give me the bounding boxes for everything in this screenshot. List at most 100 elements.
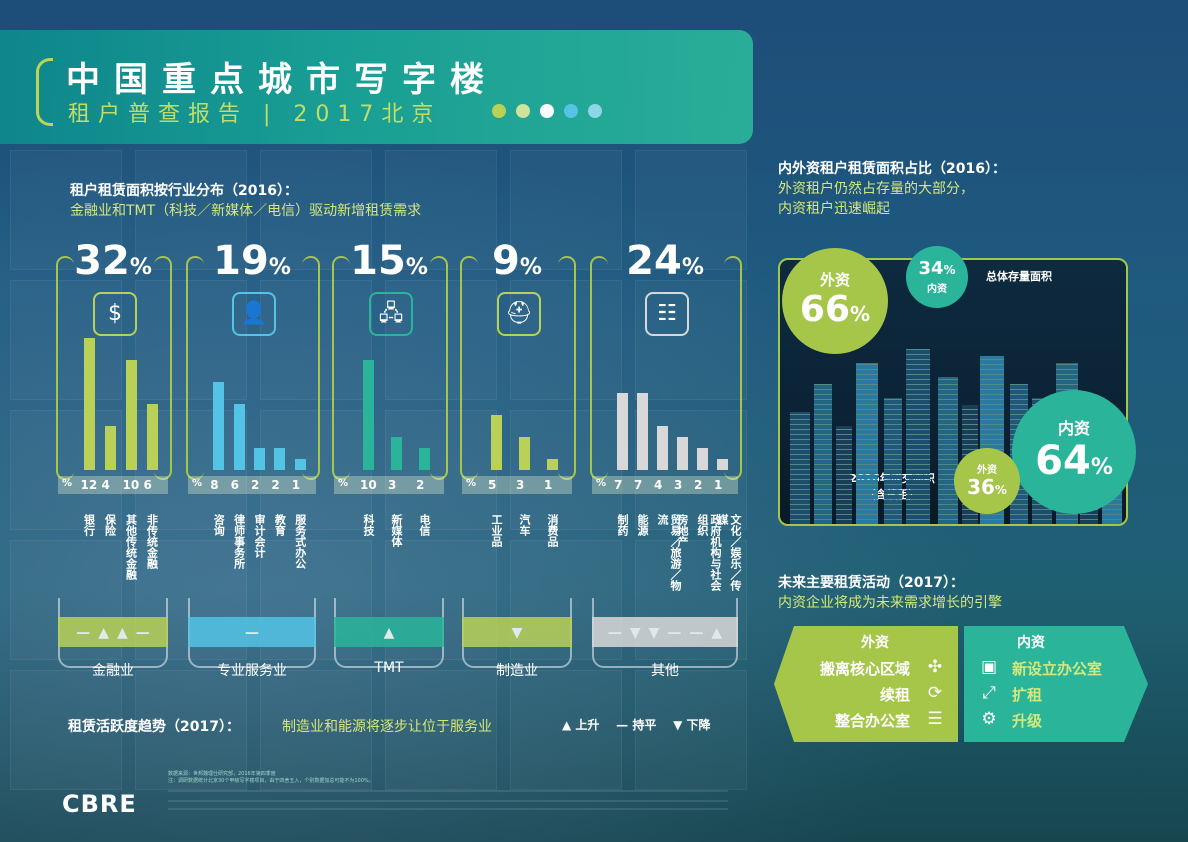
panel-percent: 15% bbox=[342, 238, 436, 284]
panel-bracket-left bbox=[186, 256, 204, 480]
foreign-title: 外资 bbox=[861, 635, 889, 651]
window-pane bbox=[385, 280, 497, 400]
bar bbox=[125, 360, 137, 470]
bar-category-label: 审计会计 bbox=[253, 514, 266, 558]
header-banner bbox=[0, 30, 753, 144]
bar bbox=[233, 404, 245, 470]
strip-unit: % bbox=[596, 478, 607, 489]
footer-line bbox=[168, 790, 728, 792]
expand-icon: ⤢ bbox=[982, 683, 996, 703]
bar-category-label: 律师事务所 bbox=[232, 514, 246, 569]
header-bracket bbox=[36, 58, 53, 126]
bar bbox=[146, 404, 158, 470]
window-pane bbox=[635, 410, 747, 530]
foreign-deal-circle: 外资 36% bbox=[954, 448, 1020, 514]
bar-value-label: 6 bbox=[143, 478, 152, 492]
window-pane bbox=[260, 410, 372, 530]
window-pane bbox=[135, 150, 247, 270]
domestic-hex bbox=[964, 626, 1148, 742]
building bbox=[856, 363, 878, 524]
down-icon: ▼ bbox=[511, 625, 523, 641]
panel-bracket-left bbox=[590, 256, 608, 480]
foreign-deal-label: 外资 bbox=[977, 465, 997, 476]
foreign-item: 搬离核心区域 bbox=[819, 660, 910, 678]
window-pane bbox=[635, 150, 747, 270]
domestic-title: 内资 bbox=[1017, 635, 1045, 651]
window-pane bbox=[635, 280, 747, 400]
window-pane bbox=[260, 150, 372, 270]
df-line2: 内资租户迅速崛起 bbox=[778, 201, 890, 217]
foreign-stock-label: 外资 bbox=[819, 270, 850, 289]
panel-category: TMT bbox=[374, 660, 404, 676]
bar bbox=[391, 437, 402, 470]
network-icon: 🖧 bbox=[369, 292, 413, 336]
down-icon: ▼ bbox=[673, 718, 683, 732]
building bbox=[938, 377, 958, 524]
strip-unit: % bbox=[466, 478, 477, 489]
up-icon: ▲ bbox=[98, 625, 109, 641]
panel-percent-value: 24 bbox=[626, 238, 682, 284]
bar-category-label: 非传统金融 bbox=[145, 514, 159, 569]
future-subheading: 内资企业将成为未来需求增长的引擎 bbox=[778, 595, 1002, 611]
bar bbox=[254, 448, 265, 470]
bar-value-label: 2 bbox=[416, 478, 425, 492]
foreign-icons: ✣ ⟳ ☰ bbox=[920, 654, 950, 732]
window-pane bbox=[510, 150, 622, 270]
bar-category-label: 文化／娱乐／传媒 bbox=[716, 514, 742, 591]
bar bbox=[637, 393, 648, 470]
panel-percent-sign: % bbox=[405, 255, 428, 280]
helmet-icon: ⛑ bbox=[497, 292, 541, 336]
bar-category-label: 保险 bbox=[103, 514, 117, 536]
window-pane bbox=[635, 670, 747, 790]
panel-bracket-left bbox=[332, 256, 350, 480]
bar-category-label: 贸易／旅游／物流 bbox=[656, 514, 682, 591]
foreign-hex bbox=[774, 626, 958, 742]
panel-percent-value: 19 bbox=[213, 238, 269, 284]
bar-value-label: 1 bbox=[714, 478, 723, 492]
bar bbox=[419, 448, 430, 470]
header-dot bbox=[588, 104, 602, 118]
bar-category-label: 服务式办公 bbox=[293, 514, 307, 569]
footer-line bbox=[168, 808, 728, 810]
bar-category-label: 工业品 bbox=[490, 514, 503, 547]
domestic-deal-label: 内资 bbox=[1057, 418, 1090, 438]
foreign-stock-circle: 外资 66% bbox=[782, 248, 888, 354]
person-icon: 👤 bbox=[232, 292, 276, 336]
bar bbox=[294, 459, 306, 470]
foreign-item: 整合办公室 bbox=[834, 712, 910, 730]
bar bbox=[677, 437, 688, 470]
bar-category-label: 教育 bbox=[273, 514, 287, 536]
window-pane bbox=[10, 150, 122, 270]
bar bbox=[657, 426, 668, 470]
domestic-stock-label: 内资 bbox=[927, 284, 947, 295]
bar bbox=[491, 415, 502, 470]
bar-value-label: 2 bbox=[251, 478, 260, 492]
window-pane bbox=[385, 670, 497, 790]
value-strip: % 12 4 10 6 bbox=[58, 476, 168, 494]
panel-category: 专业服务业 bbox=[217, 663, 287, 679]
bar-value-label: 3 bbox=[674, 478, 683, 492]
panel-bracket-right bbox=[558, 256, 576, 480]
bar-category-label: 银行 bbox=[82, 514, 96, 536]
value-strip: % 8 6 2 2 1 bbox=[188, 476, 316, 494]
trend-strip: — ▲ ▲ — bbox=[58, 617, 168, 647]
value-strip: % 10 3 2 bbox=[334, 476, 444, 494]
building bbox=[814, 384, 832, 524]
up-icon: ▲ bbox=[562, 718, 572, 732]
bar-category-label: 电信 bbox=[418, 514, 431, 536]
df-line1: 外资租户仍然占存量的大部分， bbox=[778, 181, 974, 197]
header-dot bbox=[540, 104, 554, 118]
future-hexagons bbox=[774, 626, 1148, 742]
flat-icon: — bbox=[135, 625, 150, 641]
panel-category: 金融业 bbox=[92, 663, 134, 679]
bar-value-label: 8 bbox=[210, 478, 219, 492]
bar bbox=[717, 459, 728, 470]
panel-percent: 32% bbox=[66, 238, 160, 284]
bar-value-label: 2 bbox=[271, 478, 280, 492]
up-icon: ▲ bbox=[711, 625, 723, 641]
bar-category-label: 消费品 bbox=[546, 514, 559, 547]
panel-percent-value: 32 bbox=[74, 238, 130, 284]
trend-strip: ▲ bbox=[334, 617, 444, 647]
bar-category-label: 制药 bbox=[616, 514, 629, 536]
trend-strip: — bbox=[188, 617, 316, 647]
